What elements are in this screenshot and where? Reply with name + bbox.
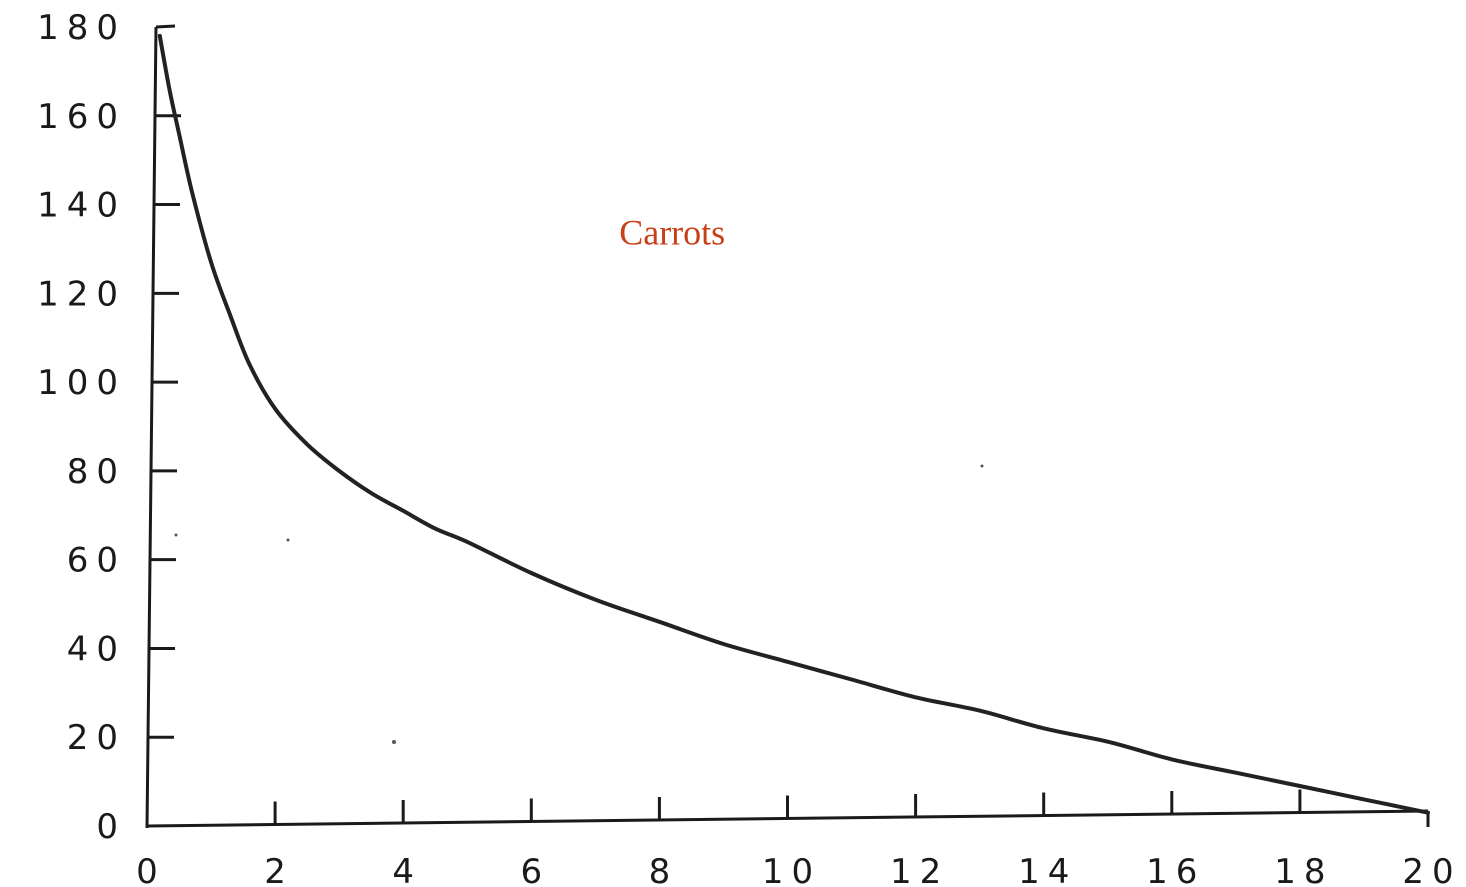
y-tick-label: 40 xyxy=(67,629,126,669)
x-tick-label: 4 xyxy=(392,852,422,887)
axes xyxy=(145,24,1430,829)
x-tick-label: 6 xyxy=(520,852,550,887)
x-tick-label: 14 xyxy=(1018,852,1077,887)
y-tick-label: 80 xyxy=(67,452,126,492)
y-tick-label: 0 xyxy=(96,807,126,847)
y-tick-label: 160 xyxy=(37,97,126,137)
series-lines xyxy=(157,33,1430,815)
x-tick-label: 18 xyxy=(1274,852,1333,887)
y-tick-label: 120 xyxy=(37,274,126,314)
scan-speck xyxy=(174,533,178,537)
scan-specks xyxy=(174,464,984,744)
x-tick-label: 2 xyxy=(264,852,294,887)
scan-speck xyxy=(286,538,290,542)
annotations: Carrots xyxy=(619,213,725,253)
tick-labels: 0 20 40 60 80 100 120 140 160 180 0 2 4 6 8 10 12 14 16 18 2… xyxy=(37,8,1461,887)
y-tick-label: 140 xyxy=(37,186,126,226)
series-line xyxy=(157,33,1430,815)
x-tick-label: 12 xyxy=(890,852,949,887)
y-tick-label: 180 xyxy=(37,8,126,48)
x-tick-label: 0 xyxy=(136,852,166,887)
tick-marks xyxy=(148,114,1302,825)
x-tick-label: 20 xyxy=(1402,852,1461,887)
x-tick-label: 10 xyxy=(762,852,821,887)
y-axis-line xyxy=(145,26,158,829)
x-tick-label: 8 xyxy=(649,852,679,887)
scan-speck xyxy=(980,464,984,468)
y-tick-label: 100 xyxy=(37,363,126,403)
x-tick-label: 16 xyxy=(1146,852,1205,887)
annotation-label: Carrots xyxy=(619,213,725,253)
y-tick-label: 20 xyxy=(67,718,126,758)
y-axis-top-cap xyxy=(155,24,176,29)
y-tick-label: 60 xyxy=(67,541,126,581)
scan-speck xyxy=(392,740,396,744)
